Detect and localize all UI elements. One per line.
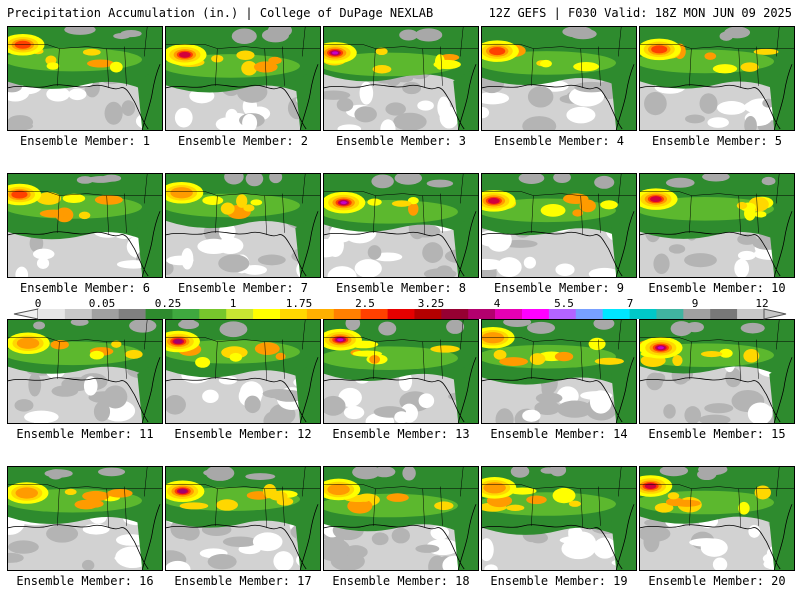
ensemble-map-panel bbox=[165, 173, 321, 278]
ensemble-map-panel bbox=[639, 319, 795, 424]
ensemble-member-caption: Ensemble Member: 15 bbox=[648, 427, 786, 441]
colorbar-swatch bbox=[522, 309, 550, 319]
ensemble-member-caption: Ensemble Member: 1 bbox=[19, 134, 151, 148]
ensemble-member-caption: Ensemble Member: 20 bbox=[648, 574, 786, 588]
ensemble-map-panel bbox=[7, 26, 163, 131]
colorbar-swatch bbox=[226, 309, 254, 319]
ensemble-member-caption: Ensemble Member: 6 bbox=[19, 281, 151, 295]
colorbar-swatch bbox=[199, 309, 227, 319]
ensemble-map-panel bbox=[481, 466, 637, 571]
colorbar-swatch bbox=[145, 309, 173, 319]
colorbar-tick-label: 0 bbox=[34, 297, 42, 310]
colorbar-tick-label: 4 bbox=[493, 297, 501, 310]
ensemble-member-caption: Ensemble Member: 2 bbox=[177, 134, 309, 148]
ensemble-map-panel bbox=[323, 173, 479, 278]
ensemble-map-panel bbox=[323, 466, 479, 571]
ensemble-map-panel bbox=[481, 26, 637, 131]
colorbar-swatch bbox=[441, 309, 469, 319]
colorbar-swatch bbox=[710, 309, 738, 319]
ensemble-member-caption: Ensemble Member: 5 bbox=[651, 134, 783, 148]
ensemble-map-panel bbox=[639, 173, 795, 278]
ensemble-member-caption: Ensemble Member: 3 bbox=[335, 134, 467, 148]
colorbar-swatch bbox=[548, 309, 577, 319]
header-valid-time: 12Z GEFS | F030 Valid: 18Z MON JUN 09 20… bbox=[488, 6, 792, 20]
ensemble-map-panel bbox=[165, 26, 321, 131]
colorbar bbox=[13, 308, 787, 320]
ensemble-member-caption: Ensemble Member: 13 bbox=[332, 427, 470, 441]
ensemble-map-panel bbox=[7, 173, 163, 278]
ensemble-map-panel bbox=[323, 319, 479, 424]
ensemble-member-caption: Ensemble Member: 12 bbox=[174, 427, 312, 441]
ensemble-map-panel bbox=[639, 466, 795, 571]
ensemble-map-panel bbox=[323, 26, 479, 131]
colorbar-tick-label: 7 bbox=[626, 297, 634, 310]
ensemble-member-caption: Ensemble Member: 17 bbox=[174, 574, 312, 588]
colorbar-tick-label: 1.75 bbox=[285, 297, 313, 310]
colorbar-swatch bbox=[38, 309, 66, 319]
ensemble-member-caption: Ensemble Member: 11 bbox=[16, 427, 154, 441]
colorbar-swatch bbox=[91, 309, 119, 319]
ensemble-member-caption: Ensemble Member: 4 bbox=[493, 134, 625, 148]
colorbar-left-arrow bbox=[13, 308, 39, 320]
colorbar-tick-label: 0.25 bbox=[154, 297, 182, 310]
colorbar-swatch bbox=[468, 309, 496, 319]
colorbar-swatch bbox=[64, 309, 93, 319]
colorbar-swatch bbox=[656, 309, 684, 319]
ensemble-member-caption: Ensemble Member: 14 bbox=[490, 427, 628, 441]
colorbar-swatch bbox=[602, 309, 630, 319]
ensemble-member-caption: Ensemble Member: 9 bbox=[493, 281, 625, 295]
colorbar-tick-label: 2.5 bbox=[355, 297, 375, 310]
ensemble-map-panel bbox=[481, 173, 637, 278]
ensemble-member-caption: Ensemble Member: 10 bbox=[648, 281, 786, 295]
colorbar-swatch bbox=[333, 309, 361, 319]
colorbar-right-arrow bbox=[763, 308, 787, 320]
colorbar-swatch bbox=[280, 309, 308, 319]
colorbar-tick-label: 1 bbox=[229, 297, 237, 310]
colorbar-tick-label: 0.05 bbox=[88, 297, 116, 310]
colorbar-swatch bbox=[629, 309, 657, 319]
ensemble-member-caption: Ensemble Member: 7 bbox=[177, 281, 309, 295]
colorbar-swatch bbox=[118, 309, 146, 319]
ensemble-member-caption: Ensemble Member: 18 bbox=[332, 574, 470, 588]
colorbar-swatch bbox=[737, 309, 765, 319]
colorbar-tick-label: 3.25 bbox=[417, 297, 445, 310]
colorbar-labels: 0 0.05 0.25 1 1.75 2.5 3.25 4 5.5 7 9 12 bbox=[0, 297, 800, 310]
ensemble-map-panel bbox=[7, 319, 163, 424]
ensemble-map-panel bbox=[165, 466, 321, 571]
colorbar-tick-label: 5.5 bbox=[554, 297, 574, 310]
colorbar-swatch bbox=[387, 309, 415, 319]
colorbar-swatch bbox=[683, 309, 711, 319]
ensemble-map-panel bbox=[7, 466, 163, 571]
colorbar-swatch bbox=[306, 309, 335, 319]
ensemble-map-panel bbox=[639, 26, 795, 131]
colorbar-swatch bbox=[360, 309, 388, 319]
ensemble-member-caption: Ensemble Member: 16 bbox=[16, 574, 154, 588]
colorbar-swatch bbox=[495, 309, 523, 319]
ensemble-map-panel bbox=[165, 319, 321, 424]
colorbar-swatch bbox=[253, 309, 281, 319]
header-title: Precipitation Accumulation (in.) | Colle… bbox=[7, 6, 434, 20]
colorbar-tick-label: 12 bbox=[755, 297, 769, 310]
ensemble-member-caption: Ensemble Member: 19 bbox=[490, 574, 628, 588]
colorbar-swatch bbox=[172, 309, 200, 319]
ensemble-member-caption: Ensemble Member: 8 bbox=[335, 281, 467, 295]
colorbar-swatch bbox=[414, 309, 442, 319]
colorbar-tick-label: 9 bbox=[691, 297, 699, 310]
ensemble-map-panel bbox=[481, 319, 637, 424]
colorbar-swatch bbox=[575, 309, 603, 319]
